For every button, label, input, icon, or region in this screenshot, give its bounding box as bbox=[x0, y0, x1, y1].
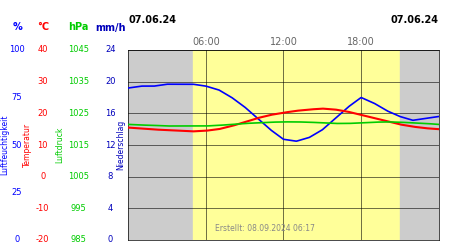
Text: 75: 75 bbox=[12, 93, 22, 102]
Text: 995: 995 bbox=[71, 204, 86, 213]
Text: 1005: 1005 bbox=[68, 172, 89, 181]
Text: 30: 30 bbox=[37, 77, 48, 86]
Text: Temperatur: Temperatur bbox=[22, 123, 32, 167]
Text: 4: 4 bbox=[108, 204, 113, 213]
Text: 24: 24 bbox=[105, 46, 116, 54]
Bar bbox=[400, 50, 439, 240]
Text: 100: 100 bbox=[9, 46, 25, 54]
Text: 12: 12 bbox=[105, 140, 116, 149]
Text: 10: 10 bbox=[37, 140, 48, 149]
Text: Niederschlag: Niederschlag bbox=[116, 120, 125, 170]
Bar bbox=[193, 50, 400, 240]
Text: -10: -10 bbox=[36, 204, 50, 213]
Text: 985: 985 bbox=[71, 236, 87, 244]
Text: 07.06.24: 07.06.24 bbox=[128, 15, 176, 25]
Text: 1015: 1015 bbox=[68, 140, 89, 149]
Text: °C: °C bbox=[37, 22, 49, 32]
Text: -20: -20 bbox=[36, 236, 50, 244]
Text: hPa: hPa bbox=[68, 22, 89, 32]
Text: Luftfeuchtigkeit: Luftfeuchtigkeit bbox=[0, 115, 9, 175]
Text: 1025: 1025 bbox=[68, 109, 89, 118]
Text: Luftdruck: Luftdruck bbox=[55, 127, 64, 163]
Text: Erstellt: 08.09.2024 06:17: Erstellt: 08.09.2024 06:17 bbox=[215, 224, 315, 233]
Text: 0: 0 bbox=[40, 172, 45, 181]
Text: 1045: 1045 bbox=[68, 46, 89, 54]
Text: 20: 20 bbox=[105, 77, 116, 86]
Bar bbox=[128, 50, 193, 240]
Text: 40: 40 bbox=[37, 46, 48, 54]
Text: mm/h: mm/h bbox=[95, 22, 126, 32]
Text: 25: 25 bbox=[12, 188, 22, 197]
Text: 0: 0 bbox=[14, 236, 20, 244]
Text: 8: 8 bbox=[108, 172, 113, 181]
Text: %: % bbox=[12, 22, 22, 32]
Text: 0: 0 bbox=[108, 236, 113, 244]
Text: 07.06.24: 07.06.24 bbox=[391, 15, 439, 25]
Text: 16: 16 bbox=[105, 109, 116, 118]
Text: 50: 50 bbox=[12, 140, 22, 149]
Text: 1035: 1035 bbox=[68, 77, 89, 86]
Text: 20: 20 bbox=[37, 109, 48, 118]
